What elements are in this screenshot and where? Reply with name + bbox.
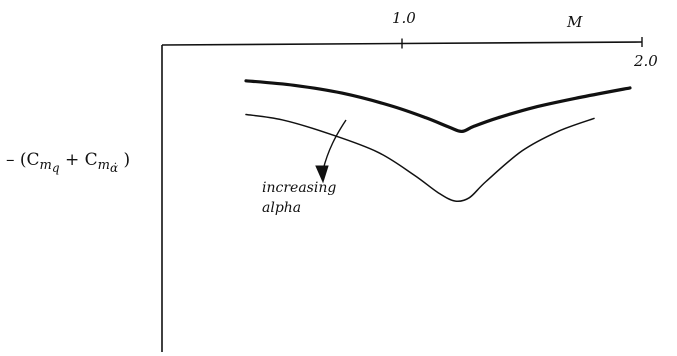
ticks: 1.0 2.0	[392, 9, 658, 70]
annotation-arrow-shaft	[322, 119, 347, 171]
annotation-line-2: alpha	[262, 200, 301, 216]
series-line-1	[244, 79, 632, 134]
annotation-group: increasing alpha	[262, 119, 347, 216]
y-axis-label-text: – (Cmq + Cmα̇ )	[6, 150, 130, 175]
y-axis-label: – (Cmq + Cmα̇ )	[6, 150, 130, 175]
annotation-arrow-head	[315, 165, 329, 184]
axes	[161, 41, 643, 352]
annotation-line-1: increasing	[262, 180, 336, 196]
series-line-2	[245, 113, 595, 203]
series-group	[244, 79, 632, 203]
x-tick-label: 2.0	[633, 52, 658, 70]
x-axis-label: M	[566, 13, 583, 31]
x-tick-label: 1.0	[392, 9, 416, 27]
